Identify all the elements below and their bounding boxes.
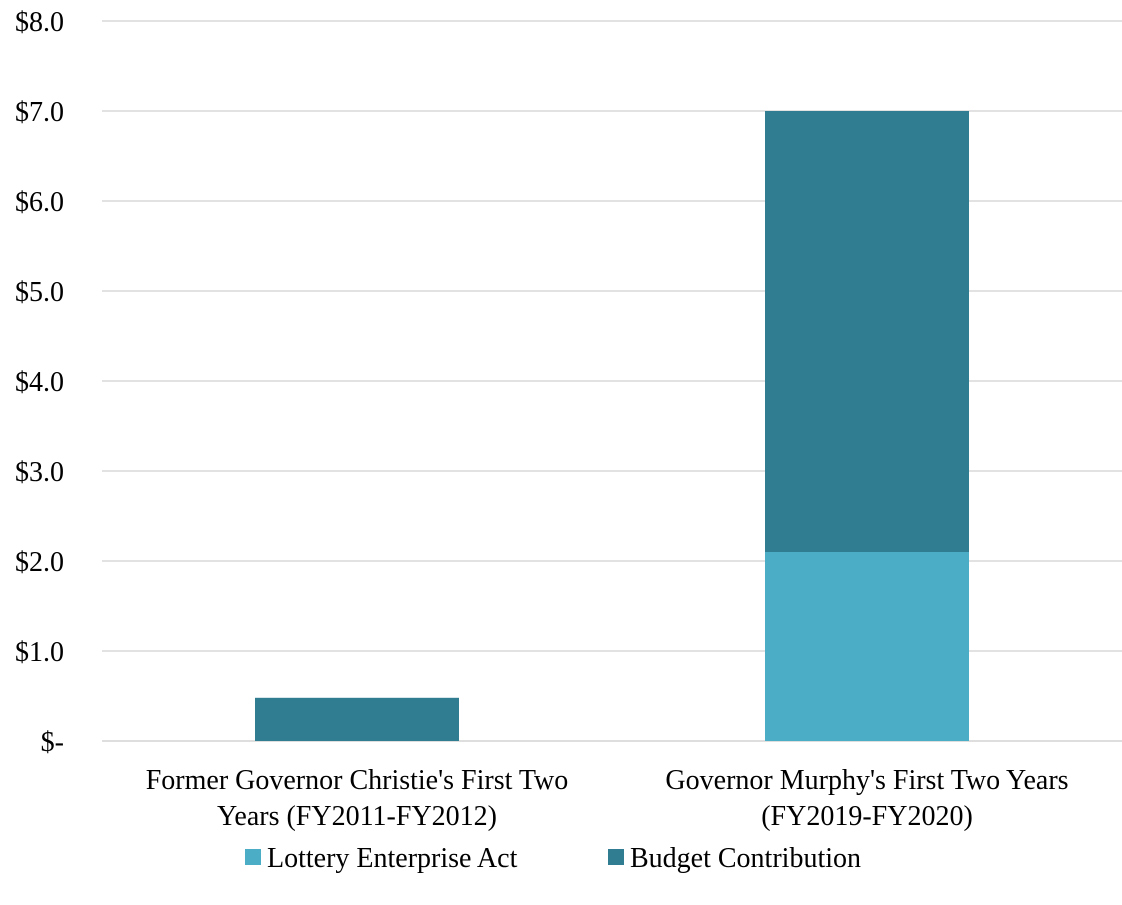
legend-label-lottery-enterprise-act: Lottery Enterprise Act bbox=[267, 843, 518, 874]
y-tick-label: $5.0 bbox=[15, 277, 64, 308]
y-tick-label: $3.0 bbox=[15, 457, 64, 488]
y-tick-label: $- bbox=[41, 727, 64, 758]
bar-budget-contribution-1 bbox=[255, 697, 459, 741]
y-tick-label: $7.0 bbox=[15, 97, 64, 128]
x-category-label: Years (FY2011-FY2012) bbox=[217, 801, 497, 832]
x-category-label: (FY2019-FY2020) bbox=[761, 801, 973, 832]
y-tick-label: $6.0 bbox=[15, 187, 64, 218]
y-tick-label: $8.0 bbox=[15, 7, 64, 38]
y-tick-label: $4.0 bbox=[15, 367, 64, 398]
legend: Lottery Enterprise Act Budget Contributio… bbox=[245, 843, 861, 874]
legend-swatch-budget-contribution bbox=[608, 849, 624, 865]
bars bbox=[255, 111, 969, 741]
bar-budget-contribution-2 bbox=[765, 111, 969, 552]
x-category-label: Governor Murphy's First Two Years bbox=[665, 765, 1068, 796]
x-category-label: Former Governor Christie's First Two bbox=[146, 765, 569, 796]
legend-swatch-lottery-enterprise-act bbox=[245, 849, 261, 865]
y-axis-tick-labels: $- $1.0 $2.0 $3.0 $4.0 $5.0 $6.0 $7.0 $8.0 bbox=[15, 7, 64, 758]
bar-lottery-enterprise-act-2 bbox=[765, 552, 969, 741]
legend-label-budget-contribution: Budget Contribution bbox=[630, 843, 861, 874]
x-axis-category-labels: Former Governor Christie's First Two Year… bbox=[146, 765, 1069, 832]
y-tick-label: $1.0 bbox=[15, 637, 64, 668]
y-tick-label: $2.0 bbox=[15, 547, 64, 578]
